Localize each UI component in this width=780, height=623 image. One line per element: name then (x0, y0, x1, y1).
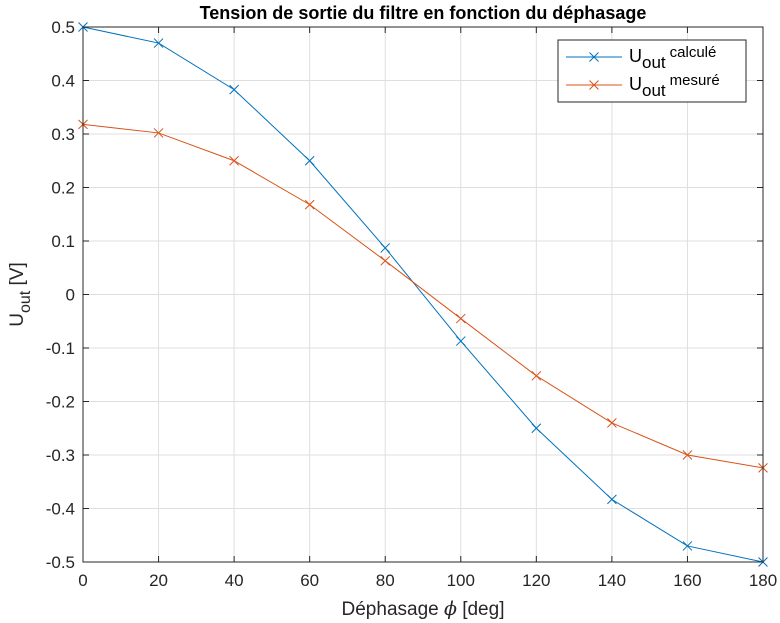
y-tick-label: 0 (66, 286, 75, 305)
legend-box (557, 39, 747, 103)
y-tick-label: 0.3 (51, 125, 75, 144)
series-1-point (455, 336, 466, 346)
legend-label-base: U (629, 74, 642, 94)
series-2-point (229, 155, 239, 166)
y-axis-label-sub: out (17, 290, 34, 313)
series-2-point (455, 313, 466, 324)
series-2-point (607, 418, 617, 428)
x-tick-label: 20 (149, 571, 168, 590)
series-1-line (82, 26, 764, 563)
y-tick-label: -0.1 (46, 339, 75, 358)
x-tick-label: 160 (673, 571, 701, 590)
series-2-point (153, 128, 164, 138)
x-tick-label: 100 (447, 571, 475, 590)
x-axis-label-symbol: ϕ (444, 598, 457, 620)
x-axis-label-prefix: Déphasage (342, 599, 444, 620)
x-tick-label: 180 (749, 571, 777, 590)
x-tick-label: 40 (225, 571, 244, 590)
chart-title: Tension de sortie du filtre en fonction … (200, 3, 647, 23)
series-2-point (682, 450, 693, 460)
legend-marker-2 (589, 80, 599, 90)
y-tick-label: -0.4 (46, 500, 75, 519)
ticks (82, 26, 764, 563)
x-tick-label: 80 (376, 571, 395, 590)
legend-label-super: mesuré (670, 72, 720, 89)
grid (82, 26, 764, 563)
x-tick-label: 140 (598, 571, 626, 590)
legend-label-2: Uoutmesuré (629, 72, 720, 100)
y-tick-label: 0.4 (51, 72, 75, 91)
legend-marker-1 (589, 52, 599, 62)
series-1-point (153, 38, 164, 48)
series-1-point (380, 243, 391, 253)
tick-labels: 0 20 40 60 80 100 120 140 160 180 0.5 0.4 0.3 0.2 0.1 0… (46, 18, 777, 590)
y-tick-label: -0.3 (46, 446, 75, 465)
series-2-line (82, 123, 764, 469)
series-2-point (531, 370, 542, 381)
legend-label-sub: out (642, 81, 666, 100)
legend-label-sub: out (642, 53, 666, 72)
series-group (78, 22, 768, 567)
series-2-point (304, 199, 315, 210)
series-1-point (531, 423, 542, 434)
y-tick-label: 0.5 (51, 18, 75, 37)
x-tick-label: 0 (78, 571, 87, 590)
series-1-point (682, 541, 693, 551)
y-axis-label: Uout [V] (7, 262, 34, 327)
series-1-point (229, 84, 239, 95)
y-tick-label: -0.2 (46, 393, 75, 412)
legend-label-super: calculé (670, 44, 717, 61)
x-tick-label: 120 (522, 571, 550, 590)
x-axis-label-suffix: [deg] (457, 599, 505, 620)
legend-label-base: U (629, 46, 642, 66)
y-tick-label: 0.1 (51, 232, 75, 251)
series-1-point (607, 494, 617, 505)
series-1-point (304, 155, 315, 166)
y-axis-label-suffix: [V] (7, 262, 28, 291)
x-tick-label: 60 (300, 571, 319, 590)
y-axis-label-base: U (7, 313, 28, 327)
legend-label-1: Uoutcalculé (629, 44, 716, 72)
y-tick-label: -0.5 (46, 553, 75, 572)
series-2-point (380, 255, 391, 266)
x-axis-label: Déphasage ϕ [deg] (342, 598, 505, 620)
y-tick-label: 0.2 (51, 179, 75, 198)
